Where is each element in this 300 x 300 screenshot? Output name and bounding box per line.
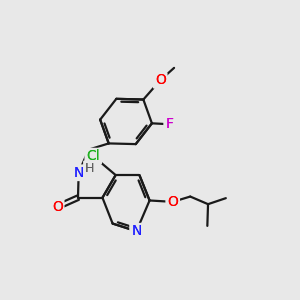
Text: N: N [74,166,84,180]
Text: O: O [167,195,178,209]
Text: N: N [73,166,85,180]
Text: F: F [165,117,174,131]
Text: H: H [85,162,94,175]
Text: O: O [155,74,166,87]
Text: N: N [130,224,142,238]
Text: N: N [131,224,142,238]
Text: F: F [166,117,173,131]
Text: O: O [167,195,178,209]
Text: O: O [155,74,166,87]
Text: H: H [85,162,94,175]
Text: F: F [166,117,173,131]
Text: N: N [131,224,142,238]
Text: O: O [51,200,63,214]
Text: Cl: Cl [86,149,100,163]
Text: Cl: Cl [86,149,100,163]
Text: O: O [154,74,166,87]
Text: Cl: Cl [86,149,101,163]
Text: O: O [52,200,63,214]
Text: O: O [167,195,178,209]
Text: O: O [52,200,63,214]
Text: H: H [84,162,95,175]
Text: N: N [74,166,84,180]
